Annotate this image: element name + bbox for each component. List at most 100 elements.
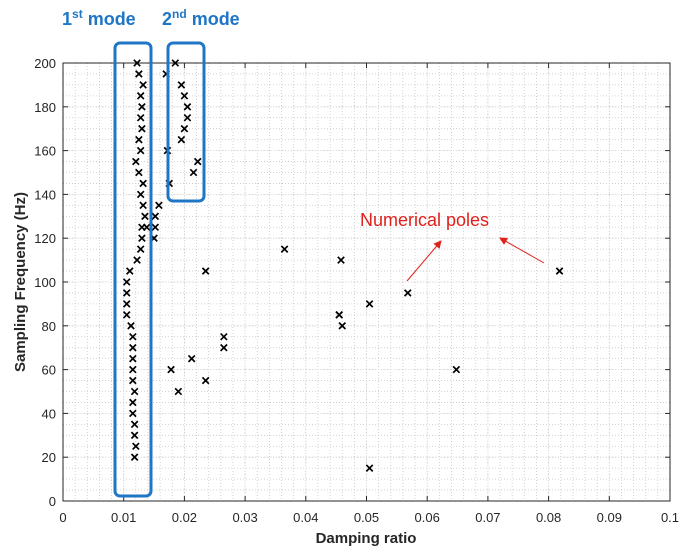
x-tick-label: 0.07	[475, 510, 500, 525]
data-point	[155, 201, 163, 210]
data-point	[171, 59, 180, 67]
mode2-label-number: 2	[162, 9, 172, 29]
x-ticks	[62, 63, 671, 501]
data-point	[365, 464, 374, 472]
data-point	[129, 409, 137, 418]
mode2-label-sup: nd	[172, 7, 187, 21]
data-point	[183, 102, 192, 111]
data-point	[151, 212, 160, 221]
data-point	[139, 81, 147, 89]
mode1-label-rest: mode	[83, 9, 136, 29]
data-point	[555, 267, 564, 275]
data-point	[130, 453, 139, 462]
data-point	[338, 321, 347, 330]
x-tick-label: 0.1	[661, 510, 679, 525]
mode2-label-rest: mode	[187, 9, 240, 29]
data-point	[220, 343, 228, 352]
x-tick-label: 0.01	[111, 510, 136, 525]
x-tick-label: 0.02	[172, 510, 197, 525]
data-point	[335, 311, 343, 319]
data-point	[132, 157, 140, 166]
y-tick-label: 160	[34, 144, 56, 159]
data-point	[280, 245, 289, 253]
data-point	[135, 168, 143, 177]
y-tick-label: 0	[49, 494, 56, 509]
data-point	[220, 332, 228, 341]
data-point	[174, 387, 183, 396]
data-point	[337, 256, 345, 264]
data-point	[141, 212, 149, 221]
data-point	[138, 234, 146, 243]
x-tick-label: 0.06	[415, 510, 440, 525]
y-tick-labels: 0 20 40 60 80 100 120 140 160 180 200	[34, 56, 56, 509]
y-tick-label: 100	[34, 275, 56, 290]
data-point	[177, 81, 186, 89]
data-point	[452, 365, 461, 374]
data-point	[133, 256, 141, 264]
y-tick-label: 180	[34, 100, 56, 115]
data-point	[129, 354, 137, 363]
data-point	[122, 300, 131, 308]
x-tick-label: 0.04	[293, 510, 318, 525]
data-point	[136, 190, 145, 199]
data-point	[201, 376, 210, 385]
mode1-label: 1st mode	[62, 7, 136, 29]
data-point	[129, 332, 137, 341]
data-point	[135, 70, 143, 78]
data-point	[129, 343, 137, 352]
mode2-label: 2nd mode	[162, 7, 240, 29]
x-axis-title: Damping ratio	[316, 530, 417, 547]
data-point	[139, 201, 147, 210]
y-tick-label: 140	[34, 187, 56, 202]
y-tick-label: 120	[34, 231, 56, 246]
y-tick-label: 200	[34, 56, 56, 71]
data-point	[129, 376, 137, 385]
data-point	[130, 420, 139, 429]
data-point	[139, 179, 147, 188]
mode2-box	[166, 41, 206, 203]
data-point	[122, 311, 131, 319]
y-tick-label: 60	[42, 363, 56, 378]
data-point	[180, 92, 189, 100]
y-tick-label: 40	[42, 406, 56, 421]
x-tick-label: 0.03	[232, 510, 257, 525]
y-axis-title: Sampling Frequency (Hz)	[12, 192, 29, 372]
data-point	[201, 267, 210, 275]
data-point	[122, 278, 131, 286]
data-point	[136, 92, 145, 100]
data-markers	[122, 59, 564, 472]
data-point	[125, 267, 134, 275]
data-point	[193, 157, 202, 166]
data-point	[129, 365, 137, 374]
data-point	[136, 245, 145, 253]
data-point	[129, 398, 137, 407]
data-point	[133, 59, 141, 67]
mode1-box	[113, 41, 153, 498]
x-tick-labels: 0 0.01 0.02 0.03 0.04 0.05 0.06 0.07 0.08 0.09 0.1	[59, 510, 679, 525]
data-point	[177, 135, 186, 144]
data-point	[180, 124, 189, 133]
data-point	[130, 431, 139, 440]
data-point	[136, 146, 145, 155]
y-ticks	[63, 62, 670, 502]
numerical-poles-label: Numerical poles	[360, 210, 489, 230]
y-tick-label: 20	[42, 450, 56, 465]
data-point	[183, 113, 192, 122]
data-point	[135, 135, 143, 144]
data-point	[138, 102, 146, 111]
data-point	[142, 223, 151, 232]
data-point	[138, 124, 146, 133]
data-point	[189, 168, 198, 177]
y-tick-label: 80	[42, 319, 56, 334]
data-point	[403, 289, 412, 297]
annotation-arrow-right	[499, 237, 545, 264]
data-point	[167, 365, 175, 374]
mode1-label-number: 1	[62, 9, 72, 29]
x-tick-label: 0.05	[354, 510, 379, 525]
data-point	[122, 289, 131, 297]
data-point	[130, 387, 139, 396]
data-point	[187, 354, 196, 363]
data-point	[151, 223, 160, 232]
data-point	[127, 321, 135, 330]
